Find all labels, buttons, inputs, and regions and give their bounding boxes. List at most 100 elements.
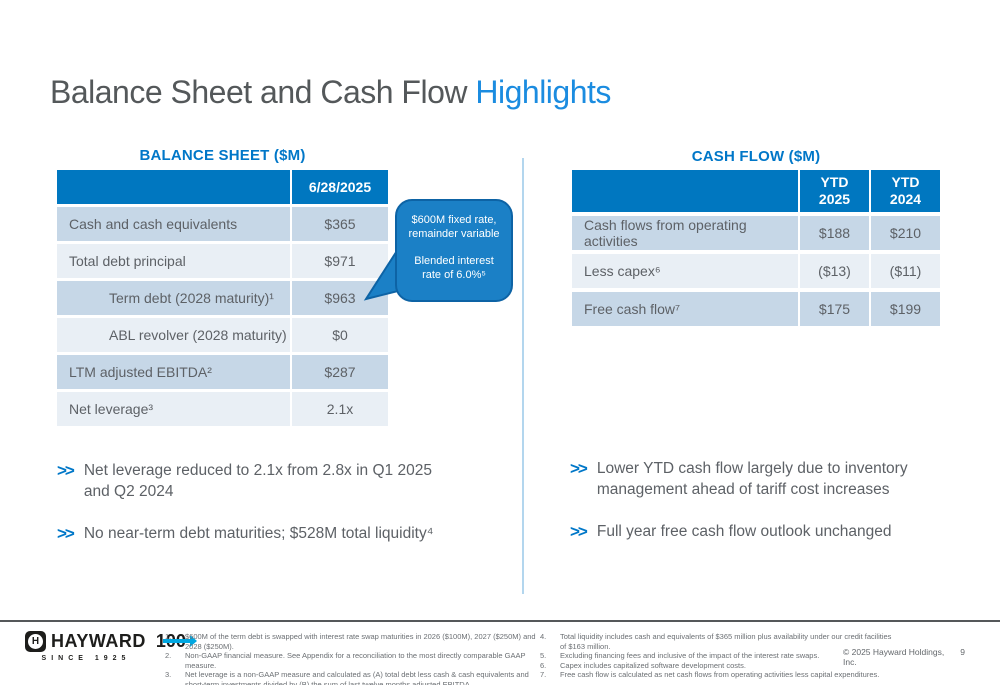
page-title: Balance Sheet and Cash Flow Highlights bbox=[50, 74, 611, 111]
logo-row: H HAYWARD 100 bbox=[25, 631, 197, 652]
footnote: 1. $600M of the term debt is swapped with… bbox=[165, 632, 537, 651]
header-line: YTD bbox=[891, 174, 920, 190]
table-row: ABL revolver (2028 maturity) $0 bbox=[57, 318, 388, 352]
footnote-number: 1. bbox=[165, 632, 172, 641]
footnote-number: 5. bbox=[540, 651, 547, 660]
table-row: Net leverage³ 2.1x bbox=[57, 392, 388, 426]
header-line: 2025 bbox=[818, 191, 851, 207]
row-value-2024: $210 bbox=[871, 216, 940, 250]
balance-sheet-header-empty bbox=[57, 170, 290, 204]
footnote-number: 4. bbox=[540, 632, 547, 641]
bullet-text: No near-term debt maturities; $528M tota… bbox=[83, 525, 434, 542]
table-row: Total debt principal $971 bbox=[57, 244, 388, 278]
table-row: LTM adjusted EBITDA² $287 bbox=[57, 355, 388, 389]
page-title-main: Balance Sheet and Cash Flow bbox=[50, 74, 476, 110]
row-value: $971 bbox=[292, 244, 388, 278]
hayward-mark-icon: H bbox=[25, 631, 46, 652]
chevron-bullet-icon: >> bbox=[570, 459, 588, 478]
page-number: 9 bbox=[960, 647, 965, 657]
footnote-text: Total liquidity includes cash and equiva… bbox=[560, 632, 892, 651]
copyright-line: © 2025 Hayward Holdings, Inc. 9 bbox=[843, 647, 965, 667]
footnotes-left: 1. $600M of the term debt is swapped with… bbox=[165, 632, 537, 685]
balance-sheet-header-row: 6/28/2025 bbox=[57, 170, 388, 204]
footnote-number: 2. bbox=[165, 651, 172, 660]
row-label: ABL revolver (2028 maturity) bbox=[57, 318, 290, 352]
footnote-text: $600M of the term debt is swapped with i… bbox=[185, 632, 536, 651]
row-value-2025: $188 bbox=[800, 216, 869, 250]
list-item: >> Net leverage reduced to 2.1x from 2.8… bbox=[57, 460, 497, 502]
table-row: Free cash flow⁷ $175 $199 bbox=[572, 292, 940, 326]
bullet-text: Full year free cash flow outlook unchang… bbox=[596, 523, 892, 540]
row-value-2025: ($13) bbox=[800, 254, 869, 288]
footnote-number: 7. bbox=[540, 670, 547, 679]
row-label: Cash flows from operating activities bbox=[572, 216, 798, 250]
row-label: Term debt (2028 maturity)¹ bbox=[57, 281, 290, 315]
hayward-mark-letter: H bbox=[28, 634, 43, 649]
page-title-accent: Highlights bbox=[475, 74, 611, 110]
hayward-logo: H HAYWARD 100 SINCE 1925 bbox=[25, 631, 197, 662]
footnote-number: 3. bbox=[165, 670, 172, 679]
footnote-text: Net leverage is a non-GAAP measure and c… bbox=[185, 670, 529, 685]
footnote: 5. Excluding financing fees and inclusive… bbox=[540, 651, 892, 661]
logo-brand-text: HAYWARD bbox=[51, 631, 146, 651]
chevron-bullet-icon: >> bbox=[57, 461, 75, 480]
row-value: $365 bbox=[292, 207, 388, 241]
row-value: 2.1x bbox=[292, 392, 388, 426]
balance-sheet-table: 6/28/2025 Cash and cash equivalents $365… bbox=[57, 170, 388, 426]
footnote: 3. Net leverage is a non-GAAP measure and… bbox=[165, 670, 537, 685]
footnote: 6. Capex includes capitalized software de… bbox=[540, 661, 892, 671]
footnote: 2. Non-GAAP financial measure. See Append… bbox=[165, 651, 537, 670]
copyright-text: © 2025 Hayward Holdings, Inc. bbox=[843, 647, 945, 667]
footnotes-right: 4. Total liquidity includes cash and equi… bbox=[540, 632, 892, 680]
row-label: Free cash flow⁷ bbox=[572, 292, 798, 326]
row-label: Less capex⁶ bbox=[572, 254, 798, 288]
table-row: Less capex⁶ ($13) ($11) bbox=[572, 254, 940, 288]
table-row: Cash flows from operating activities $18… bbox=[572, 216, 940, 250]
footnote: 7. Free cash flow is calculated as net ca… bbox=[540, 670, 892, 680]
callout-spacer bbox=[405, 241, 503, 254]
balance-sheet-bullets: >> Net leverage reduced to 2.1x from 2.8… bbox=[57, 460, 497, 565]
cash-flow-header-row: YTD 2025 YTD 2024 bbox=[572, 170, 940, 212]
balance-sheet-header-date: 6/28/2025 bbox=[292, 170, 388, 204]
row-value-2024: ($11) bbox=[871, 254, 940, 288]
arrow-icon bbox=[162, 639, 192, 643]
header-line: YTD bbox=[820, 174, 849, 190]
footnote-text: Capex includes capitalized software deve… bbox=[560, 660, 746, 670]
cash-flow-bullets: >> Lower YTD cash flow largely due to in… bbox=[570, 458, 1000, 563]
cash-flow-header-ytd2024: YTD 2024 bbox=[871, 170, 940, 212]
footnote-number: 6. bbox=[540, 660, 547, 670]
row-label: Net leverage³ bbox=[57, 392, 290, 426]
footnote-text: Free cash flow is calculated as net cash… bbox=[560, 670, 880, 679]
row-label: Cash and cash equivalents bbox=[57, 207, 290, 241]
row-label: LTM adjusted EBITDA² bbox=[57, 355, 290, 389]
bullet-text: Lower YTD cash flow largely due to inven… bbox=[596, 460, 908, 498]
row-value: $287 bbox=[292, 355, 388, 389]
row-value-2025: $175 bbox=[800, 292, 869, 326]
balance-sheet-section-title: BALANCE SHEET ($M) bbox=[139, 147, 306, 164]
logo-tagline: SINCE 1925 bbox=[41, 655, 131, 662]
list-item: >> No near-term debt maturities; $528M t… bbox=[57, 523, 497, 544]
logo-100-anniversary: 100 bbox=[156, 631, 197, 652]
cash-flow-header-ytd2025: YTD 2025 bbox=[800, 170, 869, 212]
arrow-head-icon bbox=[189, 635, 197, 647]
row-value-2024: $199 bbox=[871, 292, 940, 326]
section-divider bbox=[522, 158, 524, 594]
footnote-text: Non-GAAP financial measure. See Appendix… bbox=[185, 651, 526, 670]
bullet-text: Net leverage reduced to 2.1x from 2.8x i… bbox=[83, 462, 432, 500]
row-label: Total debt principal bbox=[57, 244, 290, 278]
footer-divider bbox=[0, 620, 1000, 622]
interest-rate-callout: $600M fixed rate, remainder variable Ble… bbox=[395, 199, 513, 302]
table-row: Term debt (2028 maturity)¹ $963 bbox=[57, 281, 388, 315]
list-item: >> Lower YTD cash flow largely due to in… bbox=[570, 458, 1000, 500]
cash-flow-table: YTD 2025 YTD 2024 Cash flows from operatin… bbox=[572, 170, 940, 326]
footnote: 4. Total liquidity includes cash and equi… bbox=[540, 632, 892, 651]
chevron-bullet-icon: >> bbox=[57, 524, 75, 543]
callout-line2: Blended interest rate of 6.0%⁵ bbox=[414, 255, 494, 281]
callout-line1: $600M fixed rate, remainder variable bbox=[408, 214, 500, 240]
cash-flow-section-title: CASH FLOW ($M) bbox=[691, 148, 821, 165]
chevron-bullet-icon: >> bbox=[570, 522, 588, 541]
list-item: >> Full year free cash flow outlook unch… bbox=[570, 521, 1000, 542]
cash-flow-header-empty bbox=[572, 170, 798, 212]
header-line: 2024 bbox=[889, 191, 922, 207]
